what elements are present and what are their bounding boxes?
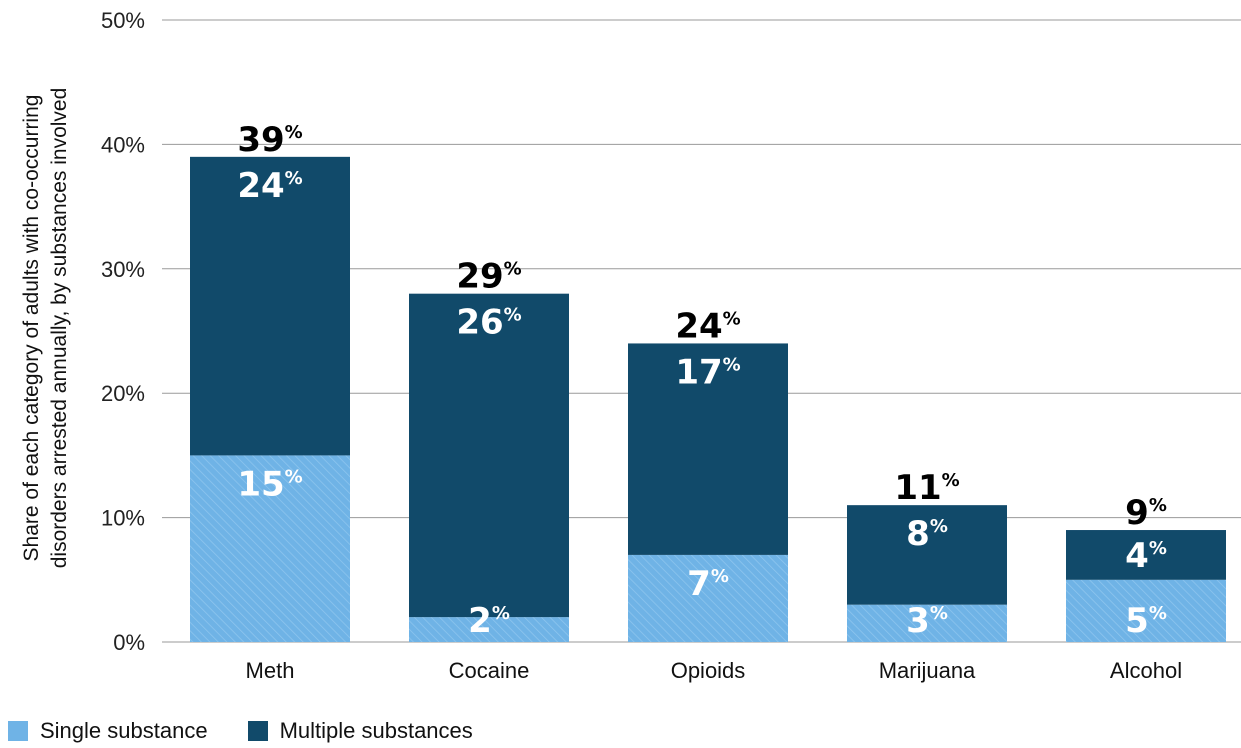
- multiple-label-marijuana: 8%: [906, 514, 948, 554]
- legend-item-single: Single substance: [8, 718, 208, 744]
- single-label-opioids: 7%: [687, 564, 729, 604]
- bar-single-marijuana: [847, 604, 1007, 642]
- bar-single-meth: [190, 455, 350, 642]
- y-axis-label-line2: disorders arrested annually, by substanc…: [48, 88, 71, 569]
- bar-multiple-alcohol: [1066, 530, 1226, 580]
- category-label-meth: Meth: [246, 658, 295, 683]
- category-label-cocaine: Cocaine: [449, 658, 530, 683]
- legend-label-single: Single substance: [40, 718, 208, 743]
- y-axis-label-line1: Share of each category of adults with co…: [20, 95, 43, 562]
- category-label-marijuana: Marijuana: [879, 658, 976, 683]
- bar-multiple-marijuana: [847, 505, 1007, 605]
- y-tick-label: 40%: [101, 132, 145, 157]
- multiple-label-opioids: 17%: [675, 352, 740, 392]
- legend: Single substance Multiple substances: [8, 718, 513, 744]
- y-tick-label: 0%: [113, 630, 145, 655]
- single-label-marijuana: 3%: [906, 601, 948, 641]
- single-label-cocaine: 2%: [468, 601, 510, 641]
- bar-single-alcohol: [1066, 579, 1226, 642]
- legend-swatch-multiple: [247, 721, 268, 741]
- total-label-alcohol: 9%: [1125, 493, 1167, 533]
- total-label-opioids: 24%: [675, 306, 740, 346]
- data-labels: 39% 24% 15% 29% 26% 2% 24% 17% 7% 11% 8% 3% 9%4% 5%: [237, 120, 1167, 641]
- total-label-meth: 39%: [237, 120, 302, 160]
- single-label-meth: 15%: [237, 464, 302, 504]
- bar-single-opioids: [628, 554, 788, 642]
- bar-multiple-opioids: [628, 343, 788, 555]
- x-axis-categories: Meth Cocaine Opioids Marijuana Alcohol: [246, 658, 1183, 683]
- bar-multiple-meth: [190, 156, 350, 456]
- multiple-label-meth: 24%: [237, 166, 302, 206]
- legend-swatch-single: [8, 721, 28, 741]
- bar-multiple-cocaine: [409, 293, 569, 618]
- multiple-label-alcohol: 4%: [1125, 536, 1167, 576]
- single-label-alcohol: 5%: [1125, 601, 1167, 641]
- category-label-alcohol: Alcohol: [1110, 658, 1182, 683]
- legend-item-multiple: Multiple substances: [247, 718, 473, 744]
- bar-single-cocaine: [409, 617, 569, 642]
- total-label-marijuana: 11%: [894, 468, 959, 508]
- y-tick-label: 10%: [101, 506, 145, 531]
- category-label-opioids: Opioids: [671, 658, 746, 683]
- y-tick-label: 20%: [101, 381, 145, 406]
- y-tick-label: 30%: [101, 257, 145, 282]
- total-label-cocaine: 29%: [456, 257, 521, 297]
- y-axis-label: Share of each category of adults with co…: [20, 88, 71, 569]
- multiple-label-cocaine: 26%: [456, 303, 521, 343]
- y-axis-ticks: 0% 10% 20% 30% 40% 50%: [101, 8, 145, 655]
- stacked-bar-chart: 0% 10% 20% 30% 40% 50% Share of each category…: [20, 8, 1241, 683]
- bars: [190, 156, 1226, 642]
- y-tick-label: 50%: [101, 8, 145, 33]
- legend-label-multiple: Multiple substances: [279, 718, 473, 743]
